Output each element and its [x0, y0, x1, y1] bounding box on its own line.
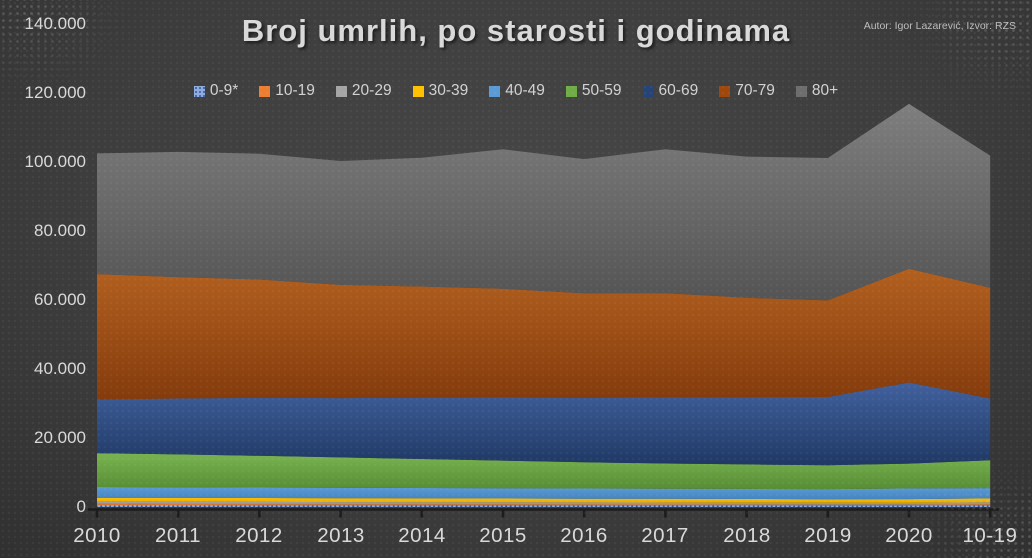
x-axis-label: 2010: [73, 524, 121, 547]
y-axis-label: 20.000: [34, 428, 86, 447]
legend-swatch-icon: [412, 85, 424, 97]
legend-swatch-icon: [565, 85, 577, 97]
legend-item-20-29: 20-29: [335, 82, 392, 100]
y-axis-label: 100.000: [24, 152, 86, 171]
x-axis-label: 2020: [885, 524, 933, 547]
x-axis-label: 2012: [235, 524, 283, 547]
attribution-text: Autor: Igor Lazarević, Izvor: RZS: [863, 20, 1016, 32]
x-axis-label: 2018: [723, 524, 771, 547]
area-series-70-79: [97, 268, 991, 400]
legend-label: 60-69: [658, 82, 699, 99]
area-series-0-9-: [97, 504, 991, 507]
x-axis-label: 2019: [804, 524, 852, 547]
area-series-30-39: [97, 497, 991, 503]
x-axis-label: 10-19: [962, 524, 1018, 547]
legend-label: 70-79: [735, 82, 775, 99]
legend-item-80+: 80+: [795, 82, 839, 100]
legend-label: 40-49: [505, 82, 545, 99]
legend-item-70-79: 70-79: [719, 82, 775, 100]
legend-item-0-9-: 0-9*: [193, 82, 239, 100]
area-series-50-59: [97, 453, 991, 490]
y-axis-label: 120.000: [24, 83, 86, 102]
y-axis-label: 40.000: [34, 359, 86, 378]
x-axis-label: 2016: [560, 524, 608, 547]
legend-swatch-icon: [335, 85, 347, 97]
y-axis-label: 60.000: [34, 290, 86, 309]
legend-swatch-icon: [642, 85, 654, 97]
legend-item-30-39: 30-39: [412, 82, 469, 100]
legend-label: 10-19: [275, 82, 315, 99]
y-axis-label: 0: [76, 497, 86, 516]
x-axis-label: 2017: [641, 524, 689, 547]
legend-swatch-icon: [719, 85, 731, 97]
x-axis-label: 2014: [398, 524, 446, 547]
legend-swatch-icon: [259, 85, 271, 97]
legend-swatch-icon: [193, 85, 205, 97]
legend-label: 0-9*: [209, 82, 239, 99]
legend-item-50-59: 50-59: [565, 82, 622, 100]
legend-label: 20-29: [351, 82, 392, 99]
legend-swatch-icon: [795, 85, 807, 97]
legend-item-60-69: 60-69: [642, 82, 699, 100]
y-axis-label: 140.000: [24, 14, 86, 33]
area-series-60-69: [97, 382, 991, 466]
chart-title: Broj umrlih, po starosti i godinama: [241, 13, 791, 48]
area-series-10-19: [97, 503, 991, 506]
legend-item-40-49: 40-49: [489, 82, 545, 100]
area-series-40-49: [97, 487, 991, 500]
legend-item-10-19: 10-19: [259, 82, 315, 100]
legend-label: 80+: [811, 82, 839, 99]
legend-swatch-icon: [489, 85, 501, 97]
y-axis-label: 80.000: [34, 221, 86, 240]
x-axis-label: 2015: [479, 524, 527, 547]
legend-label: 50-59: [581, 82, 622, 99]
legend: 0-9* 10-19 20-29 30-39 40-49 50-59 60-69 70-79 8…: [0, 82, 1032, 100]
area-series-80+: [97, 103, 991, 301]
x-axis-label: 2011: [154, 524, 202, 547]
legend-label: 30-39: [428, 82, 469, 99]
x-axis-label: 2013: [317, 524, 365, 547]
area-series-20-29: [97, 501, 991, 505]
